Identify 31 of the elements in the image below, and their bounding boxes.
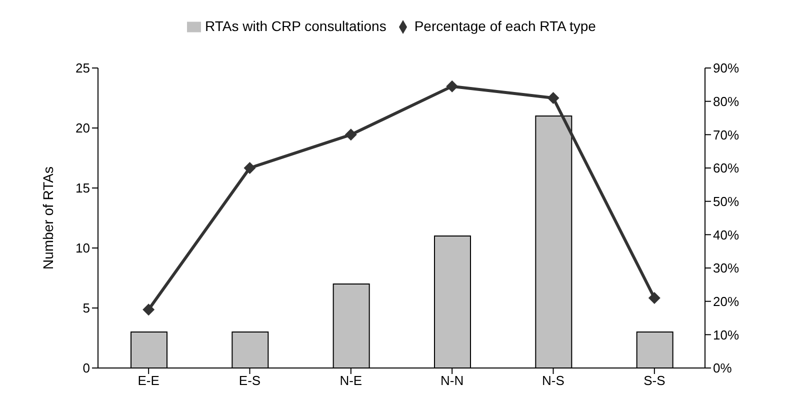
y2-tick-label: 10% [713, 327, 740, 342]
y-tick-label: 10 [76, 240, 90, 256]
y-axis-title: Number of RTAs [40, 166, 56, 270]
y-tick-label: 25 [76, 60, 90, 76]
y2-tick-label: 50% [713, 194, 740, 209]
y2-tick-label: 0% [713, 360, 732, 376]
point [547, 92, 560, 104]
y2-tick-label: 90% [713, 60, 740, 76]
x-tick-label: N-E [340, 373, 362, 388]
point [344, 128, 357, 141]
x-tick-label: E-S [238, 373, 261, 388]
y2-tick-label: 70% [713, 127, 740, 142]
point [446, 80, 458, 92]
y-tick-label: 20 [76, 120, 90, 136]
x-tick-label: S-S [644, 373, 666, 388]
x-tick-label: E-E [138, 373, 160, 388]
point [244, 162, 256, 174]
y2-tick-label: 30% [713, 260, 740, 276]
y2-tick-label: 20% [713, 294, 740, 309]
legend-label: Percentage of each RTA type [414, 18, 596, 34]
point [648, 292, 660, 304]
point [142, 304, 155, 316]
legend-label: RTAs with CRP consultations [205, 18, 386, 34]
y2-tick-label: 60% [713, 160, 740, 176]
y-tick-label: 0 [82, 360, 90, 376]
x-tick-label: N-N [440, 373, 464, 388]
y-tick-label: 15 [76, 180, 90, 196]
x-tick-label: N-S [542, 373, 565, 388]
y2-tick-label: 80% [713, 94, 740, 109]
y-tick-label: 5 [82, 300, 90, 316]
y2-tick-label: 40% [713, 227, 740, 242]
